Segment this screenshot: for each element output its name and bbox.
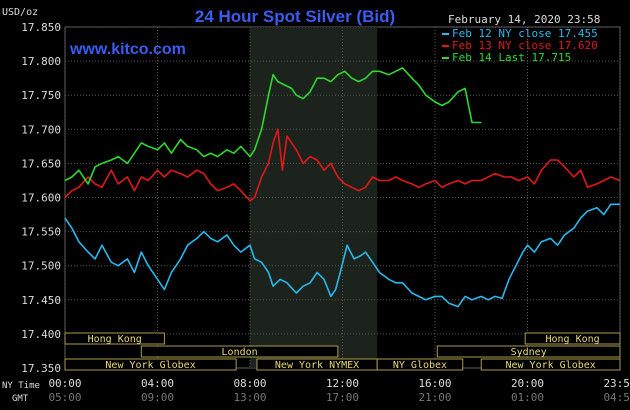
gmt-label: GMT <box>12 394 29 404</box>
y-tick-label: 17.650 <box>21 157 61 170</box>
x-tick-label-ny: 12:00 <box>326 377 359 390</box>
x-tick-label-gmt: 13:00 <box>233 391 266 404</box>
y-tick-label: 17.350 <box>21 362 61 375</box>
trading-sessions: Hong Kong London New York Globex New York N… <box>64 332 621 371</box>
x-tick-label-gmt: 21:00 <box>418 391 451 404</box>
session-label: Sydney <box>511 347 547 358</box>
legend-entry: Feb 13 NY close 17.620 <box>452 39 598 52</box>
session-label: NY Globex <box>393 360 447 371</box>
session-label: New York NYMEX <box>275 360 359 371</box>
x-tick-label-ny: 00:00 <box>48 377 81 390</box>
legend-entry: Feb 12 NY close 17.455 <box>452 27 598 40</box>
series-line-3 <box>64 67 482 185</box>
y-tick-labels: 17.850 17.800 17.750 17.700 17.650 17.600 17.5… <box>21 21 61 375</box>
y-tick-label: 17.750 <box>21 89 61 102</box>
x-tick-label-ny: 20:00 <box>511 377 544 390</box>
x-tick-label-ny: 08:00 <box>233 377 266 390</box>
ny-time-label: NY Time <box>2 381 40 391</box>
y-axis-unit: USD/oz <box>2 7 38 18</box>
x-tick-label-ny: 04:00 <box>141 377 174 390</box>
x-tick-label-gmt: 04:59 <box>603 391 630 404</box>
session-label: London <box>222 347 258 358</box>
series-line-1 <box>64 203 620 308</box>
y-tick-label: 17.700 <box>21 123 61 136</box>
session-box <box>140 345 339 358</box>
x-tick-label-gmt: 05:00 <box>48 391 81 404</box>
chart-date: February 14, 2020 23:58 <box>448 13 600 26</box>
y-tick-label: 17.850 <box>21 21 61 34</box>
session-label: Hong Kong <box>546 334 600 345</box>
session-label: New York Globex <box>505 360 595 371</box>
session-label: Hong Kong <box>88 334 142 345</box>
x-tick-label-ny: 16:00 <box>418 377 451 390</box>
chart-title: 24 Hour Spot Silver (Bid) <box>195 7 395 26</box>
session-box <box>480 358 621 371</box>
watermark: www.kitco.com <box>69 41 186 58</box>
y-tick-label: 17.400 <box>21 328 61 341</box>
session-label: New York Globex <box>105 360 195 371</box>
x-tick-label-gmt: 17:00 <box>326 391 359 404</box>
x-tick-labels: 00:00 04:00 08:00 12:00 16:00 20:00 23:59 05:00… <box>48 377 630 404</box>
legend-entry: Feb 14 Last 17.715 <box>452 51 571 64</box>
y-tick-label: 17.600 <box>21 192 61 205</box>
y-tick-label: 17.450 <box>21 294 61 307</box>
session-box <box>64 332 165 345</box>
y-tick-label: 17.550 <box>21 226 61 239</box>
x-tick-label-gmt: 09:00 <box>141 391 174 404</box>
session-box <box>376 358 464 371</box>
y-tick-label: 17.800 <box>21 55 61 68</box>
session-box <box>64 358 237 371</box>
x-tick-label-gmt: 01:00 <box>511 391 544 404</box>
series-group <box>64 67 621 308</box>
series-line-2 <box>64 128 621 202</box>
x-tick-label-ny: 23:59 <box>603 377 630 390</box>
session-box <box>524 332 621 345</box>
y-tick-label: 17.500 <box>21 260 61 273</box>
session-box <box>436 345 621 358</box>
